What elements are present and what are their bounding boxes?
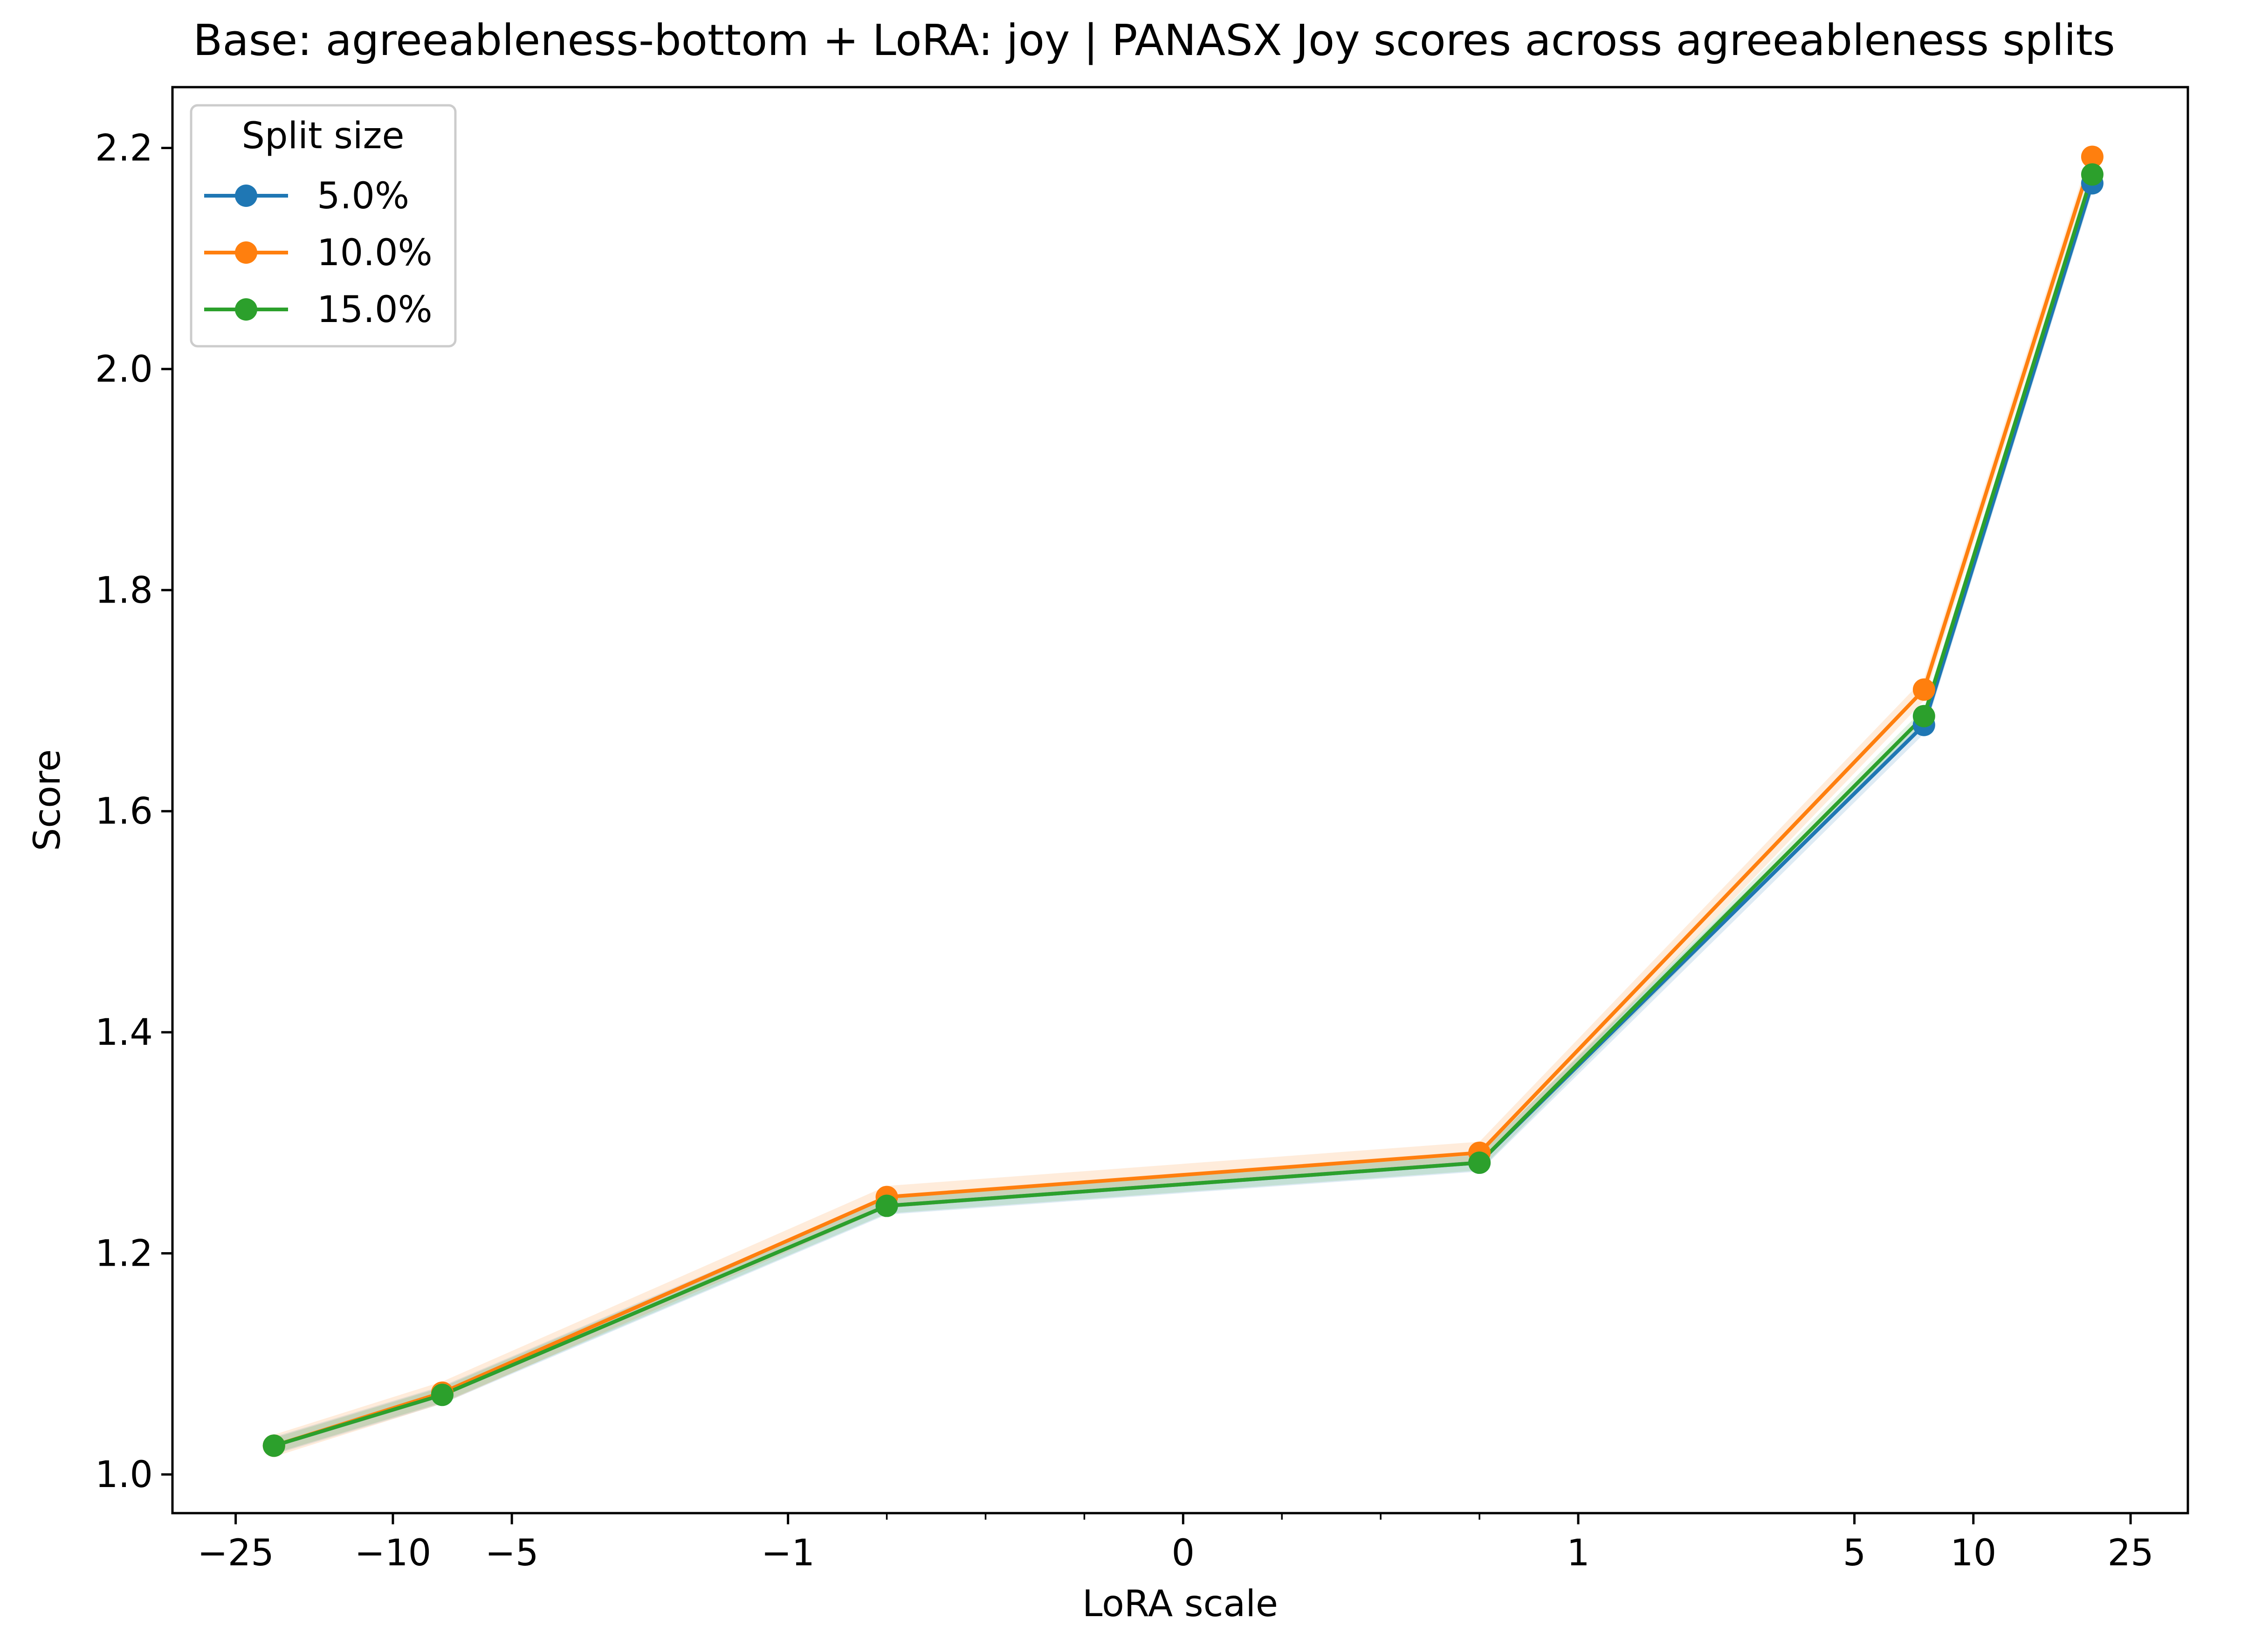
- data-point: [1912, 705, 1935, 727]
- legend-marker: [235, 241, 257, 264]
- data-point: [2081, 163, 2104, 186]
- legend-label: 15.0%: [317, 289, 433, 331]
- data-point: [431, 1384, 454, 1406]
- y-tick-label: 1.8: [95, 569, 153, 611]
- legend-marker: [235, 298, 257, 321]
- data-point: [875, 1194, 898, 1217]
- data-point: [1468, 1152, 1491, 1174]
- y-tick-label: 1.2: [95, 1233, 153, 1275]
- legend-frame: [190, 104, 457, 348]
- y-axis-label: Score: [27, 749, 69, 851]
- legend-entries: 5.0% 10.0% 15.0%: [204, 175, 433, 331]
- legend-entry: 5.0%: [204, 175, 409, 217]
- x-tick-label: −1: [761, 1532, 815, 1574]
- legend-entry: 15.0%: [204, 289, 433, 331]
- data-point: [1912, 678, 1935, 701]
- data-point: [2081, 145, 2104, 168]
- chart-title: Base: agreeableness-bottom + LoRA: joy |…: [193, 15, 2115, 65]
- x-tick-label: 10: [1950, 1532, 1996, 1574]
- y-tick-label: 1.0: [95, 1454, 153, 1496]
- x-tick-label: 0: [1172, 1532, 1195, 1574]
- x-tick-label: −10: [355, 1532, 432, 1574]
- y-tick-label: 1.6: [95, 791, 153, 833]
- y-tick-label: 2.2: [95, 127, 153, 169]
- x-axis-label: LoRA scale: [1082, 1583, 1278, 1625]
- legend-label: 5.0%: [317, 175, 409, 217]
- y-tick-label: 2.0: [95, 349, 153, 391]
- y-tick-label: 1.4: [95, 1012, 153, 1054]
- series-points: [262, 145, 2104, 1457]
- legend-label: 10.0%: [317, 232, 433, 274]
- plot-area-frame: [171, 86, 2189, 1515]
- y-axis: 1.0 1.2 1.4 1.6 1.8 2.0 2.2: [95, 127, 172, 1496]
- series-line-2: [273, 174, 2094, 1448]
- legend-title: Split size: [242, 115, 405, 157]
- data-point: [262, 1434, 285, 1457]
- x-tick-label: −25: [197, 1532, 274, 1574]
- legend: Split size 5.0% 10.0% 15.0%: [190, 104, 457, 348]
- x-tick-label: 1: [1567, 1532, 1590, 1574]
- legend-marker: [235, 185, 257, 207]
- x-tick-label: 5: [1843, 1532, 1866, 1574]
- series-lines: [273, 156, 2094, 1448]
- x-axis: −25 −10 −5 −1 0 1 5 10 25: [197, 1513, 2154, 1574]
- legend-entry: 10.0%: [204, 232, 433, 274]
- x-tick-label: 25: [2107, 1532, 2153, 1574]
- x-tick-label: −5: [485, 1532, 539, 1574]
